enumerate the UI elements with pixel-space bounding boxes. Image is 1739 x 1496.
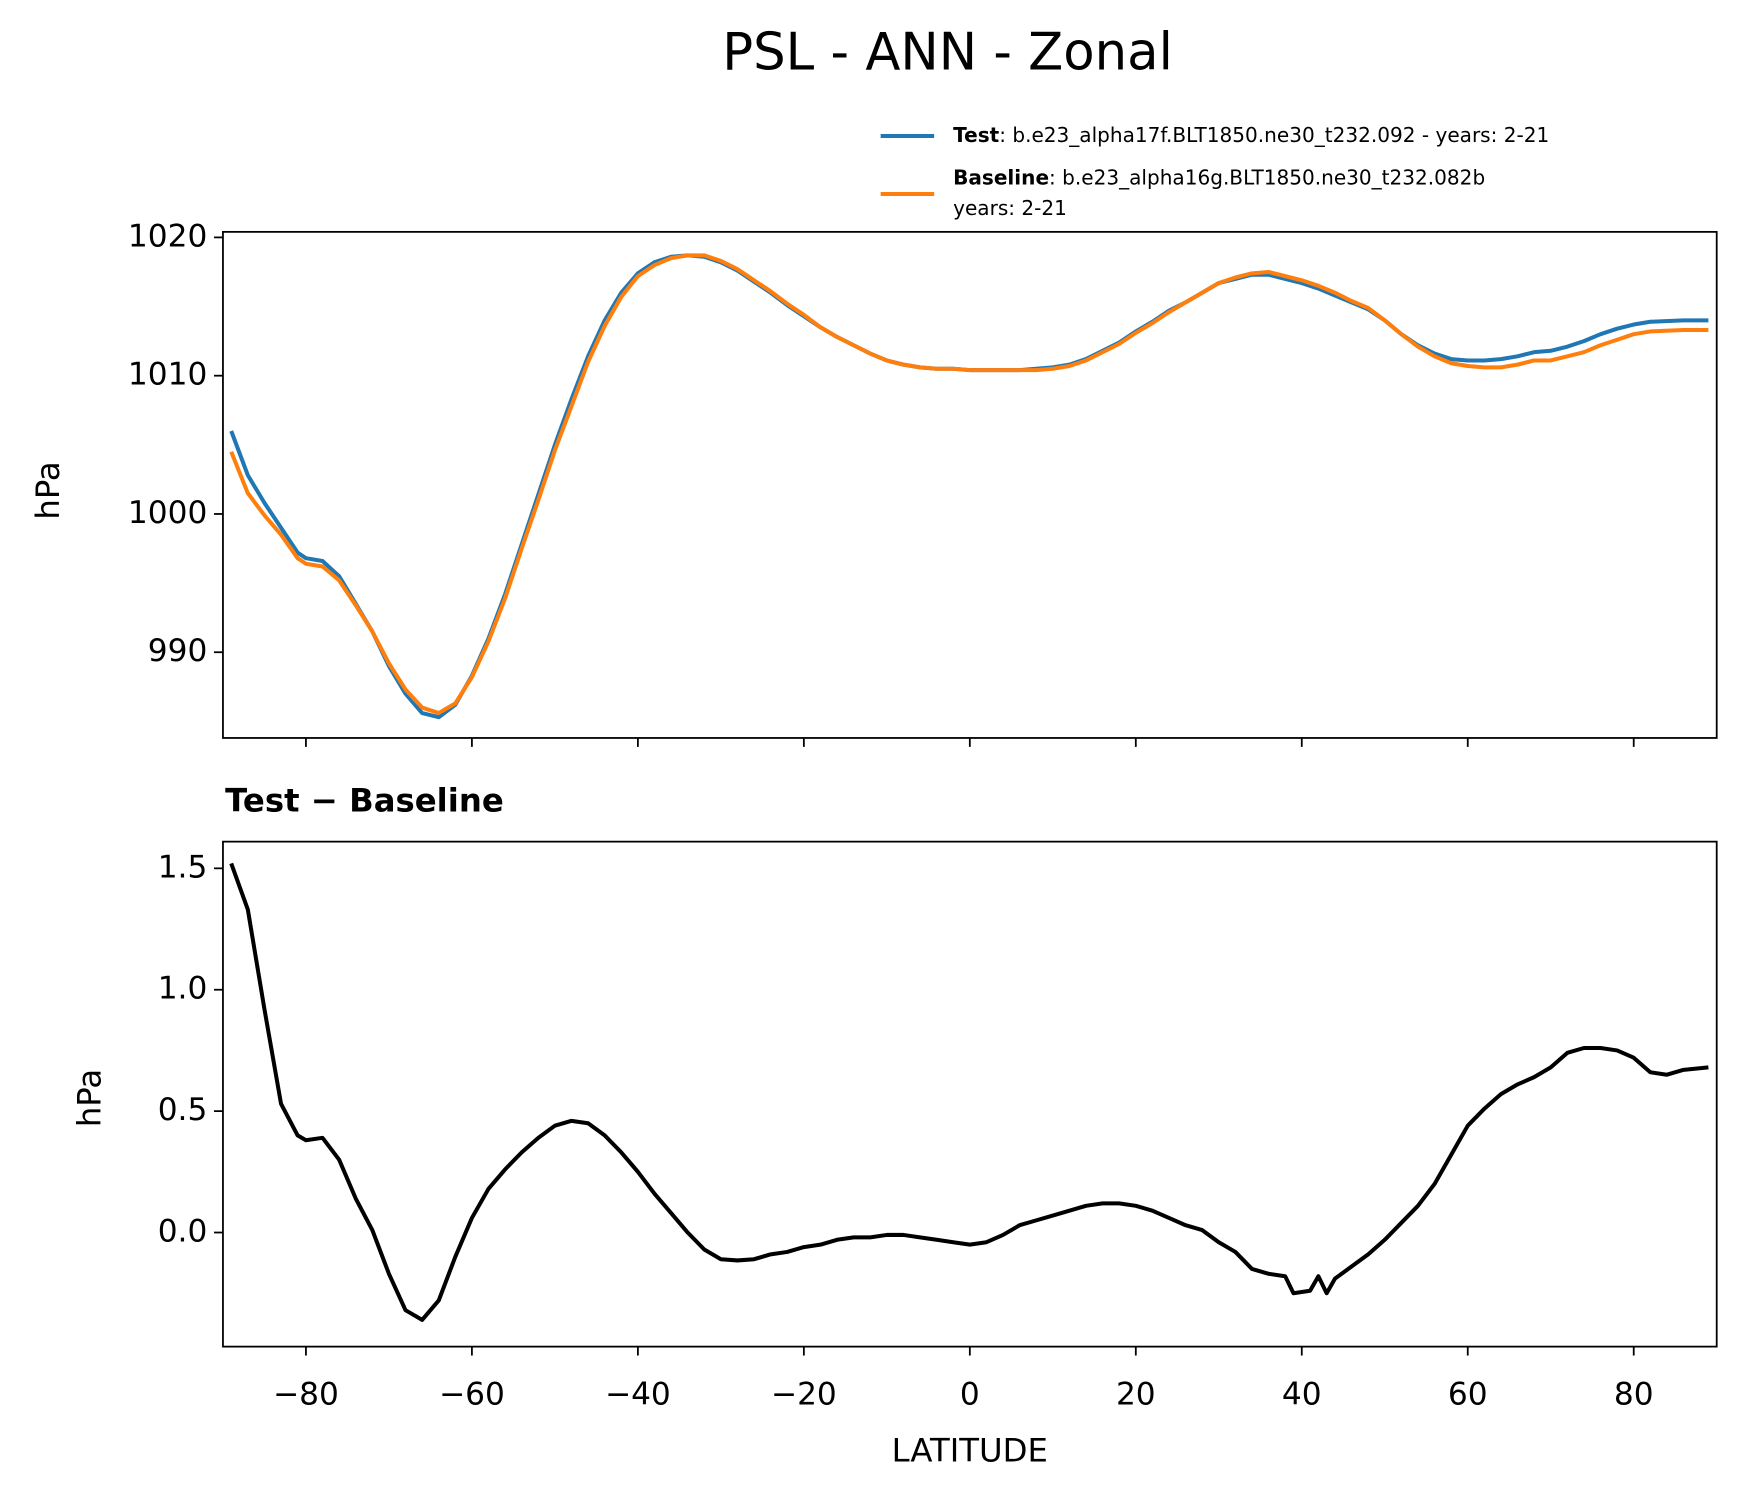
data-line [229, 253, 1709, 716]
y-axis-label: hPa [70, 1069, 108, 1127]
subplot-title: Test − Baseline [225, 782, 504, 820]
chart-title: PSL - ANN - Zonal [722, 23, 1173, 83]
x-tick-label: −80 [273, 1377, 339, 1413]
x-tick-label: −20 [771, 1377, 837, 1413]
legend-label: years: 2-21 [953, 196, 1067, 220]
x-tick-label: 40 [1282, 1377, 1322, 1413]
x-tick-label: 0 [960, 1377, 980, 1413]
y-tick-label: 1.5 [158, 849, 208, 885]
legend-label: Test: b.e23_alpha17f.BLT1850.ne30_t232.0… [953, 123, 1549, 147]
y-axis-label: hPa [29, 461, 67, 519]
y-tick-label: 0.5 [158, 1092, 208, 1128]
y-tick-label: 1000 [128, 495, 207, 531]
legend-name: Baseline [953, 165, 1049, 189]
y-tick-label: 1010 [128, 357, 207, 393]
legend-description: : b.e23_alpha16g.BLT1850.ne30_t232.082b [1049, 165, 1485, 189]
axes-frame [222, 840, 1718, 1348]
y-tick-label: 1.0 [158, 971, 208, 1007]
x-tick-label: 60 [1448, 1377, 1488, 1413]
x-tick-label: 80 [1614, 1377, 1654, 1413]
data-line [229, 862, 1709, 1322]
y-tick-label: 0.0 [158, 1214, 208, 1250]
x-tick-label: −60 [439, 1377, 505, 1413]
axes-frame [222, 230, 1718, 739]
y-tick-label: 1020 [128, 218, 207, 254]
y-tick-label: 990 [148, 633, 208, 669]
data-line [229, 253, 1709, 720]
legend-description: : b.e23_alpha17f.BLT1850.ne30_t232.092 -… [999, 123, 1549, 147]
legend-label: Baseline: b.e23_alpha16g.BLT1850.ne30_t2… [953, 165, 1485, 189]
x-tick-label: −40 [605, 1377, 671, 1413]
x-axis-label: LATITUDE [892, 1432, 1048, 1470]
x-tick-label: 20 [1116, 1377, 1156, 1413]
legend-name: Test [953, 123, 1000, 147]
